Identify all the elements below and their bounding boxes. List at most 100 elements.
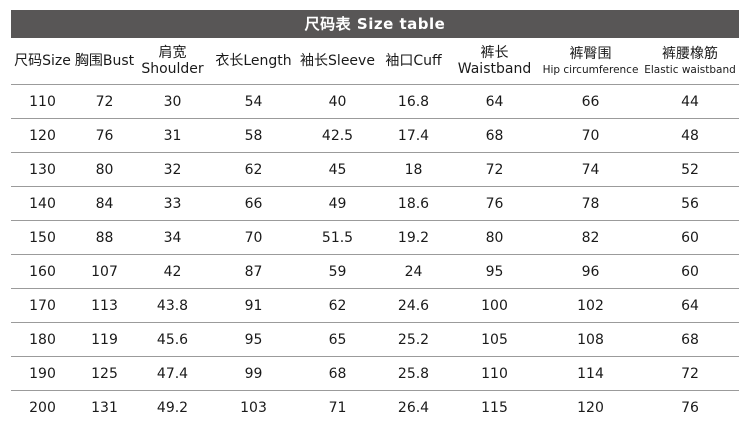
table-cell: 44 — [641, 84, 739, 119]
table-cell: 131 — [74, 390, 135, 424]
table-cell: 72 — [74, 84, 135, 119]
table-cell: 119 — [74, 322, 135, 357]
table-cell: 49 — [297, 186, 378, 221]
size-cell: 200 — [11, 390, 74, 424]
column-header-sublabel: Hip circumference — [542, 63, 639, 76]
size-cell: 150 — [11, 220, 74, 255]
header-row: 尺码Size 胸围Bust 肩宽Shoulder 衣长Length 袖长Sleeve 袖口… — [11, 38, 739, 85]
table-cell: 56 — [641, 186, 739, 221]
table-cell: 113 — [74, 288, 135, 323]
table-cell: 84 — [74, 186, 135, 221]
size-cell: 130 — [11, 152, 74, 187]
table-cell: 30 — [135, 84, 210, 119]
table-cell: 71 — [297, 390, 378, 424]
table-cell: 25.2 — [378, 322, 449, 357]
column-header-label: 裤长Waistband — [457, 44, 532, 77]
column-header-label: 胸围Bust — [74, 52, 135, 69]
table-cell: 43.8 — [135, 288, 210, 323]
table-cell: 48 — [641, 118, 739, 153]
table-cell: 42 — [135, 254, 210, 289]
table-cell: 95 — [449, 254, 540, 289]
column-header-label: 裤腰橡筋 — [662, 46, 718, 63]
table-cell: 31 — [135, 118, 210, 153]
column-header-label: 裤臀围 — [569, 46, 612, 63]
table-cell: 34 — [135, 220, 210, 255]
table-cell: 65 — [297, 322, 378, 357]
table-cell: 68 — [449, 118, 540, 153]
table-cell: 96 — [540, 254, 641, 289]
size-table: 尺码Size 胸围Bust 肩宽Shoulder 衣长Length 袖长Sleeve 袖口… — [11, 38, 739, 424]
table-cell: 91 — [210, 288, 297, 323]
table-row: 110 72 30 54 40 16.8 64 66 44 — [11, 84, 739, 119]
table-row: 150 88 34 70 51.5 19.2 80 82 60 — [11, 220, 739, 255]
column-header-label: 衣长Length — [215, 52, 292, 69]
size-cell: 120 — [11, 118, 74, 153]
table-cell: 74 — [540, 152, 641, 187]
table-cell: 125 — [74, 356, 135, 391]
size-cell: 170 — [11, 288, 74, 323]
table-cell: 60 — [641, 254, 739, 289]
table-row: 140 84 33 66 49 18.6 76 78 56 — [11, 186, 739, 221]
table-cell: 59 — [297, 254, 378, 289]
page-title: 尺码表 Size table — [304, 15, 446, 33]
column-header: 裤臀围 Hip circumference — [540, 38, 641, 85]
table-cell: 114 — [540, 356, 641, 391]
column-header: 裤长Waistband — [449, 38, 540, 85]
table-cell: 40 — [297, 84, 378, 119]
table-cell: 33 — [135, 186, 210, 221]
table-cell: 24 — [378, 254, 449, 289]
size-cell: 160 — [11, 254, 74, 289]
column-header: 衣长Length — [210, 38, 297, 85]
table-cell: 18.6 — [378, 186, 449, 221]
table-row: 130 80 32 62 45 18 72 74 52 — [11, 152, 739, 187]
column-header-label: 尺码Size — [14, 52, 71, 69]
column-header-label: 肩宽Shoulder — [141, 44, 204, 77]
table-cell: 95 — [210, 322, 297, 357]
table-row: 200 131 49.2 103 71 26.4 115 120 76 — [11, 390, 739, 424]
table-cell: 18 — [378, 152, 449, 187]
column-header: 袖长Sleeve — [297, 38, 378, 85]
table-cell: 62 — [210, 152, 297, 187]
column-header: 尺码Size — [11, 38, 74, 85]
table-cell: 76 — [74, 118, 135, 153]
table-cell: 64 — [641, 288, 739, 323]
table-cell: 58 — [210, 118, 297, 153]
table-cell: 26.4 — [378, 390, 449, 424]
table-cell: 19.2 — [378, 220, 449, 255]
table-cell: 17.4 — [378, 118, 449, 153]
table-cell: 108 — [540, 322, 641, 357]
table-cell: 87 — [210, 254, 297, 289]
table-cell: 120 — [540, 390, 641, 424]
table-cell: 115 — [449, 390, 540, 424]
size-cell: 180 — [11, 322, 74, 357]
table-row: 160 107 42 87 59 24 95 96 60 — [11, 254, 739, 289]
table-cell: 88 — [74, 220, 135, 255]
table-cell: 60 — [641, 220, 739, 255]
table-cell: 62 — [297, 288, 378, 323]
table-cell: 49.2 — [135, 390, 210, 424]
table-row: 120 76 31 58 42.5 17.4 68 70 48 — [11, 118, 739, 153]
table-header: 尺码Size 胸围Bust 肩宽Shoulder 衣长Length 袖长Sleeve 袖口… — [11, 38, 739, 85]
table-cell: 51.5 — [297, 220, 378, 255]
table-cell: 45.6 — [135, 322, 210, 357]
table-cell: 99 — [210, 356, 297, 391]
size-cell: 140 — [11, 186, 74, 221]
table-row: 180 119 45.6 95 65 25.2 105 108 68 — [11, 322, 739, 357]
table-cell: 47.4 — [135, 356, 210, 391]
column-header: 胸围Bust — [74, 38, 135, 85]
table-cell: 80 — [449, 220, 540, 255]
table-cell: 70 — [540, 118, 641, 153]
table-cell: 24.6 — [378, 288, 449, 323]
size-cell: 190 — [11, 356, 74, 391]
table-row: 190 125 47.4 99 68 25.8 110 114 72 — [11, 356, 739, 391]
table-cell: 76 — [449, 186, 540, 221]
table-cell: 52 — [641, 152, 739, 187]
table-cell: 102 — [540, 288, 641, 323]
column-header-sublabel: Elastic waistband — [644, 63, 736, 76]
table-cell: 82 — [540, 220, 641, 255]
table-cell: 100 — [449, 288, 540, 323]
table-cell: 105 — [449, 322, 540, 357]
table-cell: 32 — [135, 152, 210, 187]
column-header: 裤腰橡筋 Elastic waistband — [641, 38, 739, 85]
